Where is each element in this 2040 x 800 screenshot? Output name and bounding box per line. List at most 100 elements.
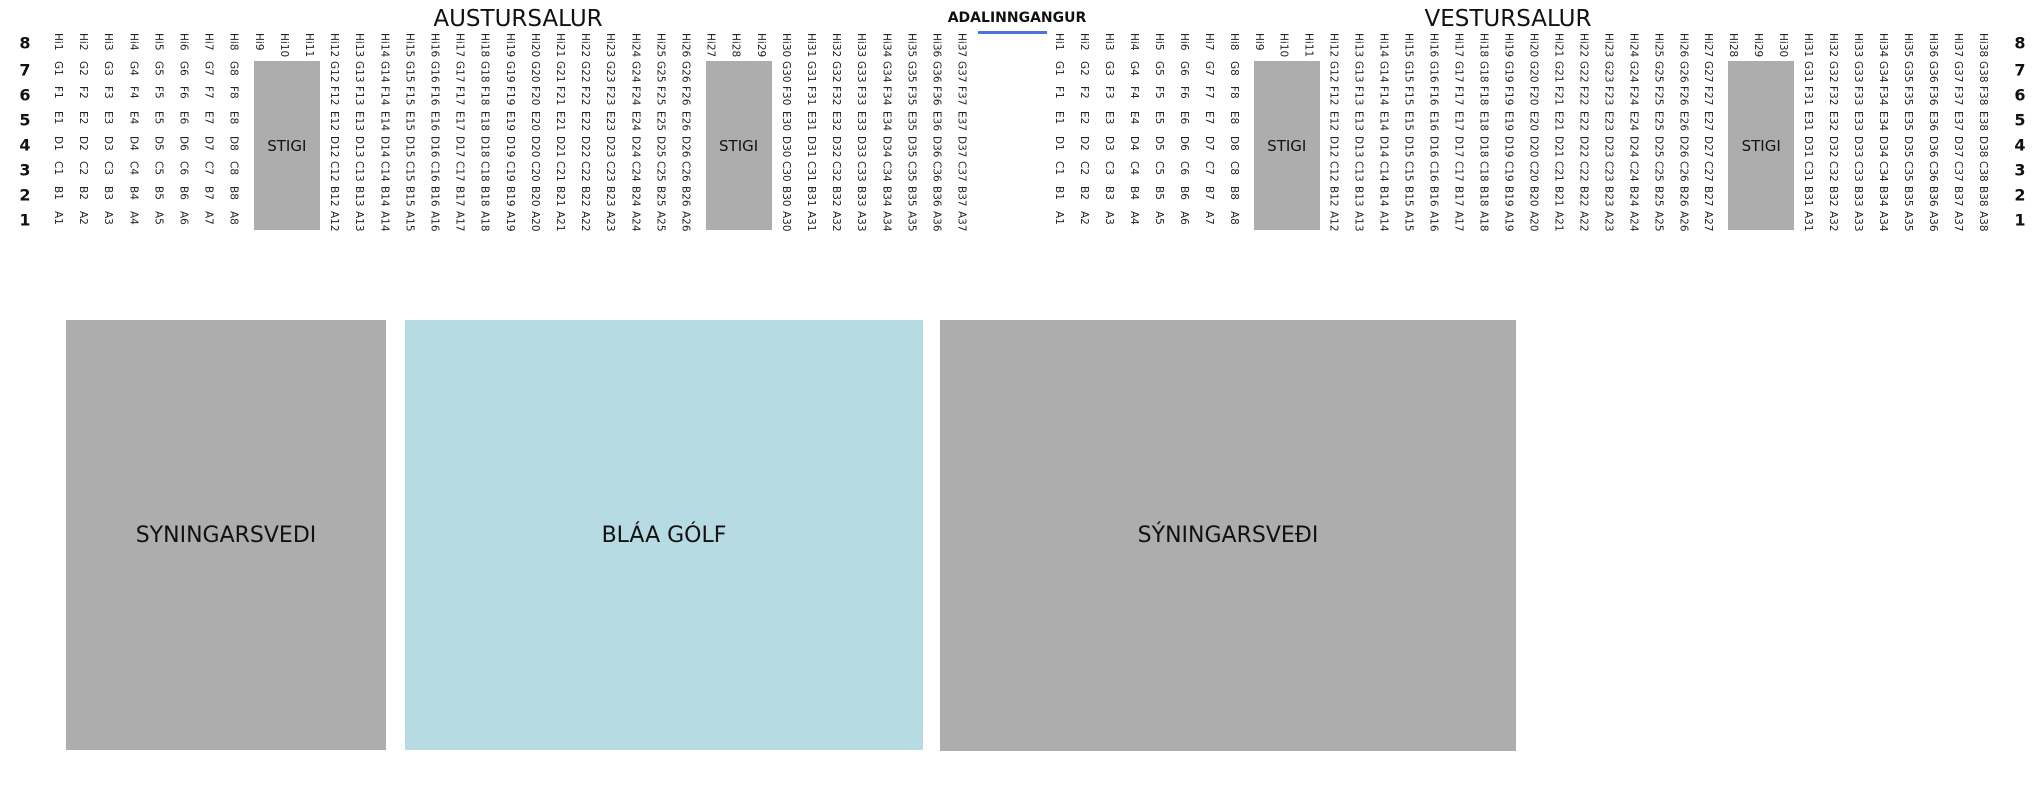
seat[interactable]: A34 (880, 211, 893, 232)
seat[interactable]: D4 (1127, 136, 1140, 151)
seat[interactable]: D18 (1477, 136, 1490, 158)
seat[interactable]: E23 (1602, 111, 1615, 131)
seat[interactable]: C37 (955, 161, 968, 182)
seat[interactable]: G6 (1177, 61, 1190, 76)
seat[interactable]: F7 (202, 86, 215, 99)
seat[interactable]: C36 (1926, 161, 1939, 182)
seat[interactable]: E7 (1202, 111, 1215, 125)
seat[interactable]: F14 (378, 86, 391, 106)
seat[interactable]: B24 (1627, 186, 1640, 207)
seat[interactable]: F2 (1077, 86, 1090, 99)
seat[interactable]: E4 (127, 111, 140, 125)
seat[interactable]: C25 (654, 161, 667, 182)
seat[interactable]: D18 (478, 136, 491, 158)
seat[interactable]: A19 (503, 211, 516, 232)
seat[interactable]: A24 (629, 211, 642, 232)
seat[interactable]: Hi1 (1053, 33, 1065, 51)
seat[interactable]: C24 (629, 161, 642, 182)
seat[interactable]: Hi35 (1901, 33, 1914, 58)
seat[interactable]: C7 (1202, 161, 1215, 176)
seat[interactable]: Hi27 (704, 33, 717, 58)
seat[interactable]: Hi20 (1527, 33, 1540, 58)
seat[interactable]: E8 (227, 111, 240, 125)
seat[interactable]: E35 (1901, 111, 1914, 131)
seat[interactable]: G21 (554, 61, 566, 83)
seat[interactable]: A2 (77, 211, 90, 225)
seat[interactable]: F26 (1677, 86, 1690, 106)
seat[interactable]: A27 (1702, 211, 1715, 232)
seat[interactable]: F5 (1152, 86, 1165, 99)
seat[interactable]: Hi27 (1702, 33, 1715, 58)
seat[interactable]: G22 (579, 61, 592, 83)
seat[interactable]: C27 (1702, 161, 1715, 182)
seat[interactable]: Hi16 (428, 33, 441, 58)
seat[interactable]: F32 (1827, 86, 1840, 106)
seat[interactable]: F34 (880, 86, 893, 106)
seat[interactable]: A30 (779, 211, 792, 232)
seat[interactable]: E6 (177, 111, 190, 125)
seat[interactable]: B6 (177, 186, 190, 200)
seat[interactable]: B31 (1802, 186, 1815, 207)
seat[interactable]: G34 (1877, 61, 1889, 83)
seat[interactable]: B7 (1202, 186, 1215, 200)
seat[interactable]: B37 (955, 186, 968, 207)
seat[interactable]: A25 (654, 211, 667, 232)
seat[interactable]: F1 (1053, 86, 1065, 99)
zone-exhibition-area-left[interactable]: SYNINGARSVEDI (66, 320, 386, 750)
seat[interactable]: Hi2 (77, 33, 90, 51)
seat[interactable]: Hi26 (1677, 33, 1690, 58)
seat[interactable]: C35 (905, 161, 918, 182)
seat[interactable]: E4 (1127, 111, 1140, 125)
seat[interactable]: E24 (1627, 111, 1640, 131)
seat[interactable]: B22 (1577, 186, 1590, 207)
seat[interactable]: G13 (1352, 61, 1365, 83)
seat[interactable]: A22 (579, 211, 592, 232)
seat[interactable]: Hi17 (1452, 33, 1465, 58)
seat[interactable]: B13 (1352, 186, 1365, 207)
seat[interactable]: Hi1 (52, 33, 64, 51)
seat[interactable]: B2 (77, 186, 90, 200)
seat[interactable]: A6 (1177, 211, 1190, 225)
seat[interactable]: G33 (855, 61, 868, 83)
seat[interactable]: E3 (1102, 111, 1115, 125)
seat[interactable]: Hi13 (1352, 33, 1365, 58)
seat[interactable]: A37 (1951, 211, 1964, 232)
seat[interactable]: G17 (453, 61, 466, 83)
seat[interactable]: Hi9 (252, 33, 265, 51)
seat[interactable]: B17 (1452, 186, 1465, 207)
seat[interactable]: E13 (1352, 111, 1365, 131)
seat[interactable]: E18 (478, 111, 491, 131)
seat[interactable]: B36 (1926, 186, 1939, 207)
seat[interactable]: E21 (1552, 111, 1565, 131)
seat[interactable]: A38 (1976, 211, 1989, 232)
seat[interactable]: B3 (102, 186, 115, 200)
seat[interactable]: A20 (1527, 211, 1540, 232)
seat[interactable]: C36 (930, 161, 943, 182)
seat[interactable]: B1 (1053, 186, 1065, 200)
seat[interactable]: C17 (1452, 161, 1465, 182)
seat[interactable]: A33 (1852, 211, 1865, 232)
seat[interactable]: D3 (102, 136, 115, 151)
seat[interactable]: F25 (654, 86, 667, 106)
seat[interactable]: G17 (1452, 61, 1465, 83)
seat[interactable]: D37 (1951, 136, 1964, 158)
seat[interactable]: B13 (353, 186, 366, 207)
seat[interactable]: Hi14 (378, 33, 391, 58)
seat[interactable]: C31 (805, 161, 817, 182)
seat[interactable]: B33 (855, 186, 868, 207)
seat[interactable]: D34 (880, 136, 893, 158)
seat[interactable]: F22 (579, 86, 592, 106)
zone-exhibition-area-right[interactable]: SÝNINGARSVEÐI (940, 320, 1516, 751)
seat[interactable]: Hi20 (528, 33, 541, 58)
seat[interactable]: C8 (227, 161, 240, 176)
seat[interactable]: E5 (152, 111, 165, 125)
seat[interactable]: Hi22 (1577, 33, 1590, 58)
seat[interactable]: A6 (177, 211, 190, 225)
seat[interactable]: Hi37 (955, 33, 968, 58)
seat[interactable]: F1 (52, 86, 64, 99)
seat[interactable]: D27 (1702, 136, 1715, 158)
seat[interactable]: F31 (805, 86, 817, 106)
seat[interactable]: E35 (905, 111, 918, 131)
seat[interactable]: A7 (1202, 211, 1215, 225)
seat[interactable]: G1 (52, 61, 64, 76)
